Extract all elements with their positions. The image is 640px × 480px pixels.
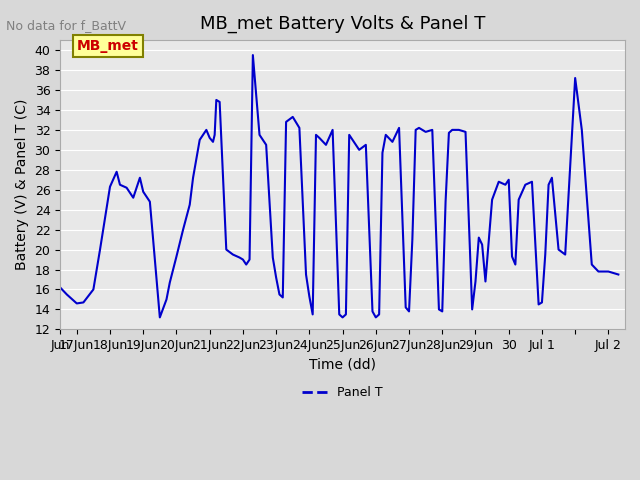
Text: MB_met: MB_met	[77, 39, 139, 53]
X-axis label: Time (dd): Time (dd)	[309, 358, 376, 372]
Y-axis label: Battery (V) & Panel T (C): Battery (V) & Panel T (C)	[15, 99, 29, 270]
Title: MB_met Battery Volts & Panel T: MB_met Battery Volts & Panel T	[200, 15, 485, 33]
Legend: Panel T: Panel T	[297, 381, 388, 404]
Text: No data for f_BattV: No data for f_BattV	[6, 19, 127, 32]
